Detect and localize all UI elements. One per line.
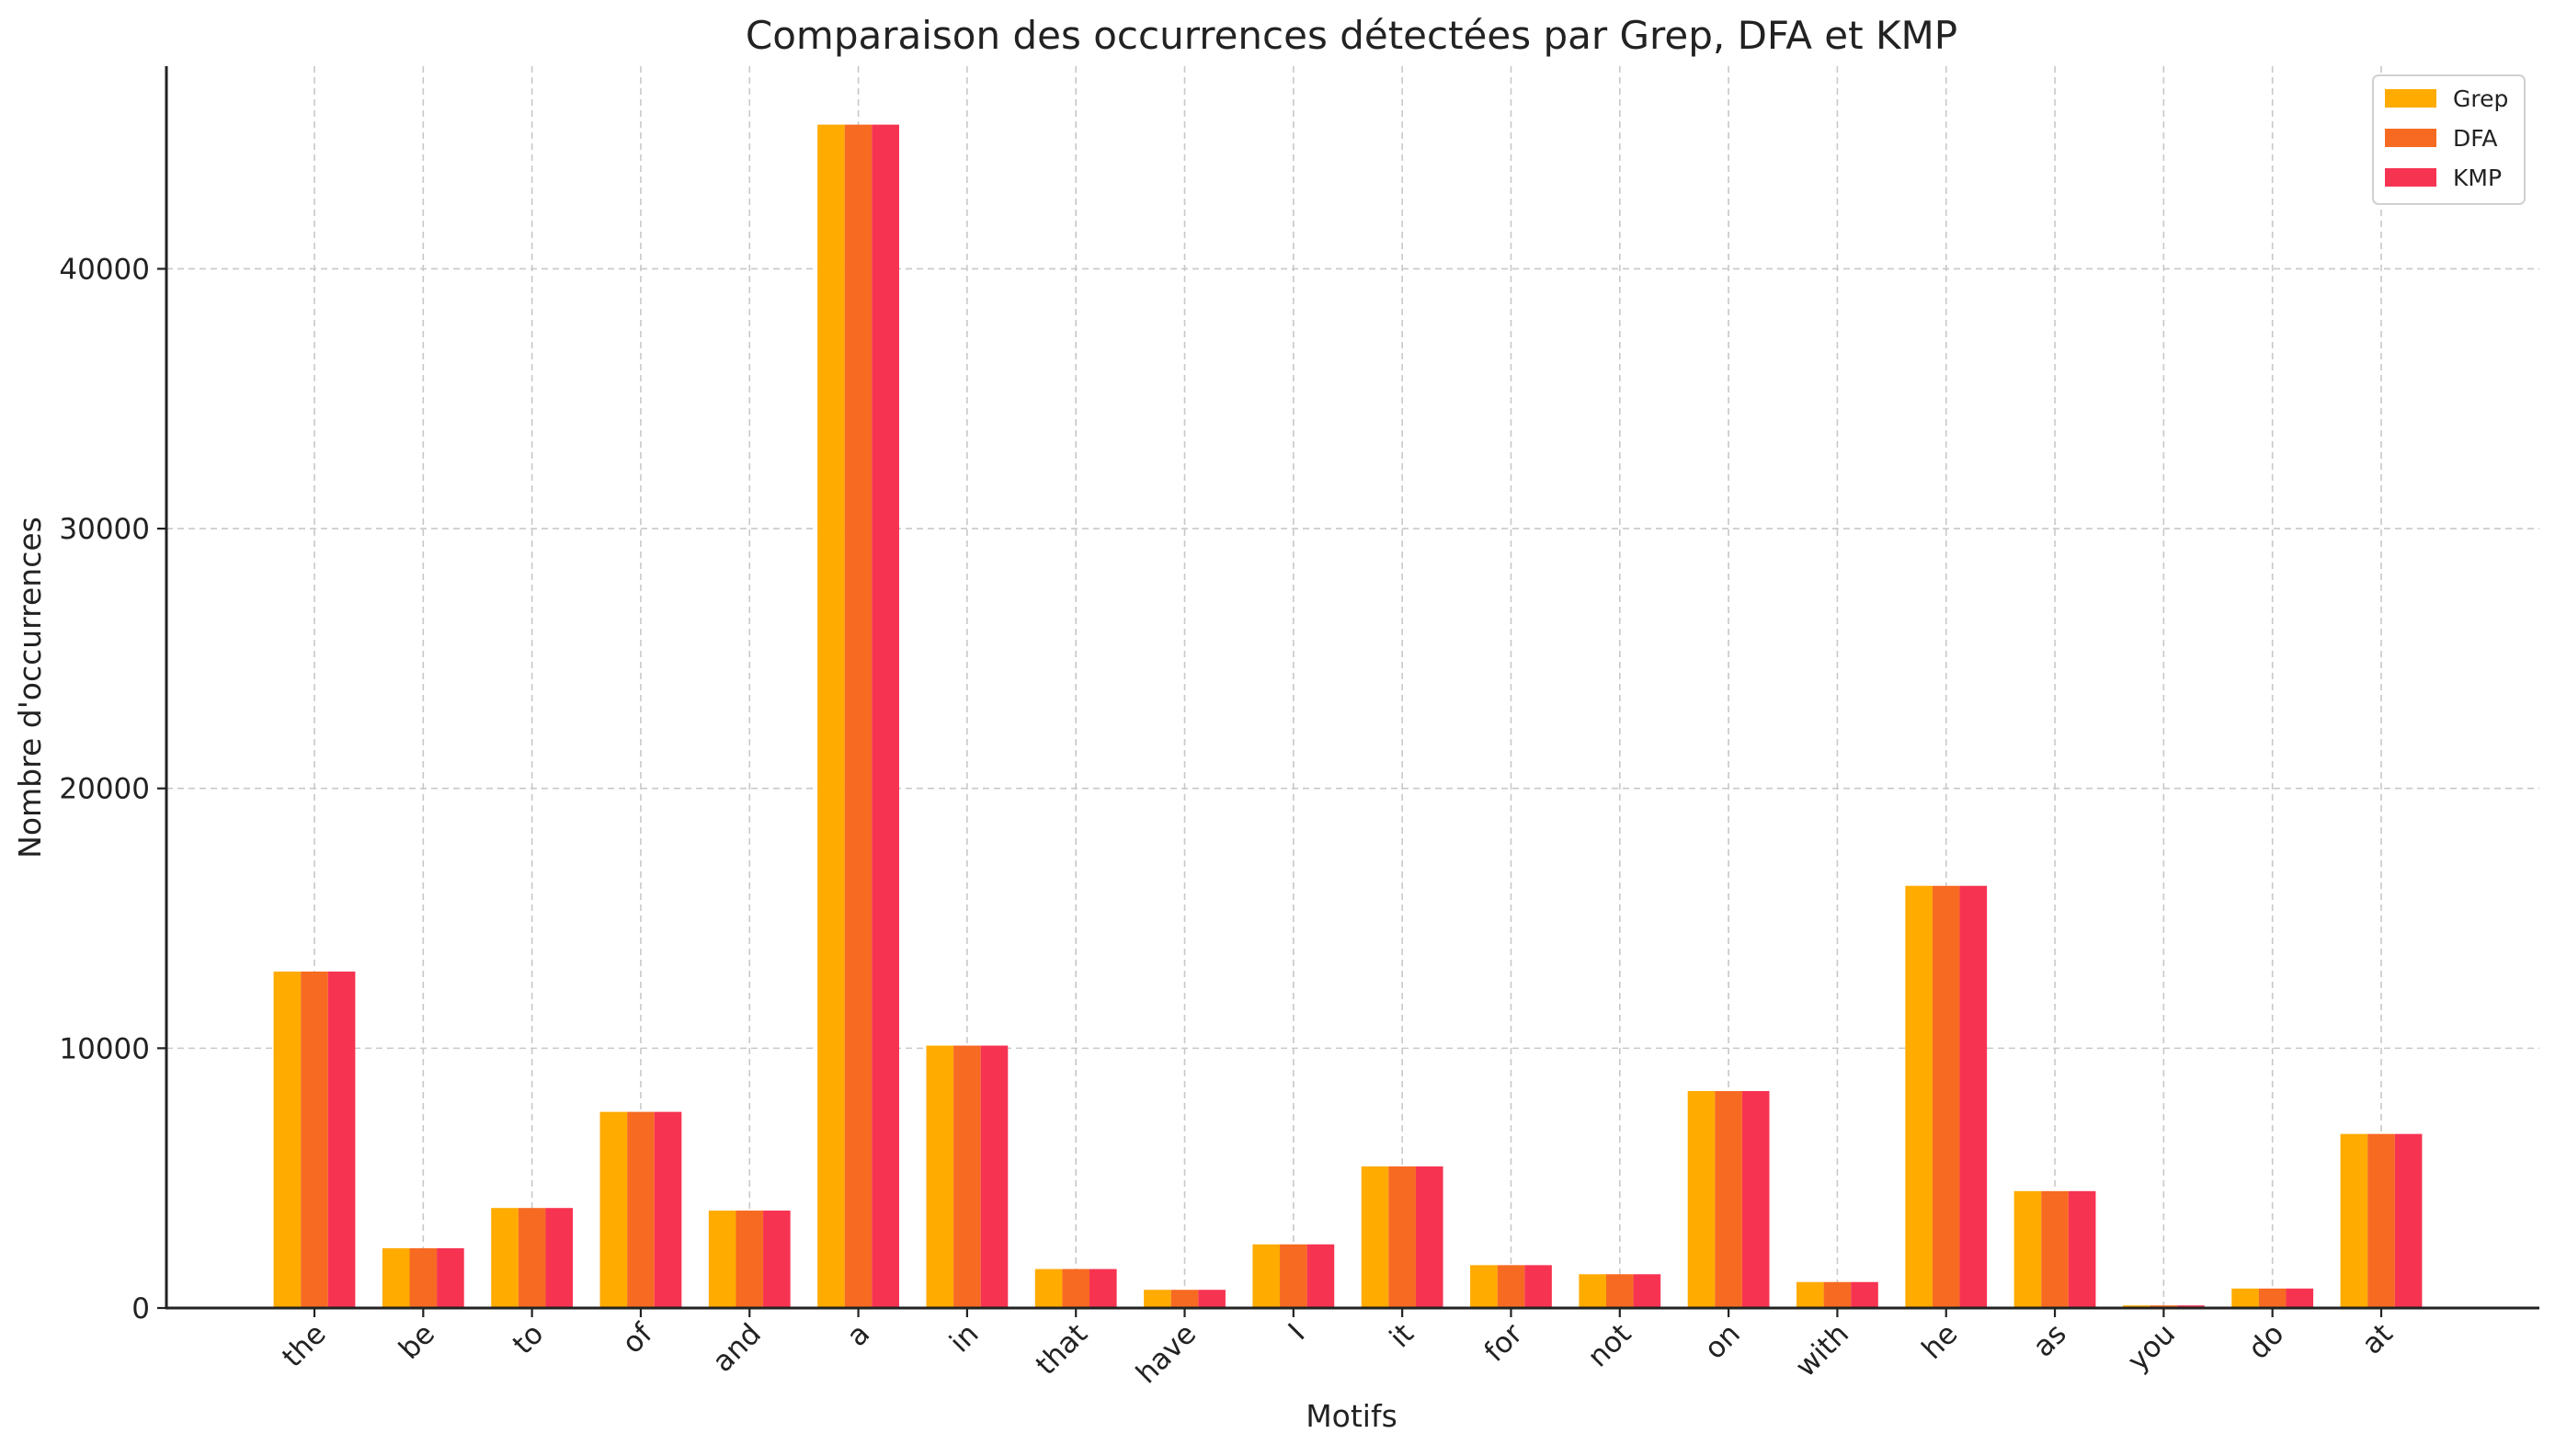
x-tick-label: as xyxy=(2026,1317,2072,1363)
legend-swatch-grep xyxy=(2385,89,2436,108)
bar-dfa-he xyxy=(1932,885,1960,1308)
bar-kmp-of xyxy=(654,1111,682,1308)
bar-grep-a xyxy=(817,124,845,1308)
x-tick-label: I xyxy=(1283,1317,1312,1347)
bar-grep-he xyxy=(1905,885,1933,1308)
axes xyxy=(165,66,2539,1310)
x-tick-label: a xyxy=(840,1317,876,1353)
bar-kmp-on xyxy=(1741,1090,1770,1308)
bar-kmp-with xyxy=(1851,1281,1878,1308)
bars xyxy=(273,124,2423,1308)
x-tick-label: to xyxy=(507,1317,550,1360)
x-tick-label: it xyxy=(1384,1317,1420,1354)
bar-kmp-he xyxy=(1959,885,1988,1308)
bar-kmp-and xyxy=(763,1211,791,1308)
legend-label-kmp: KMP xyxy=(2453,165,2502,191)
bar-kmp-not xyxy=(1633,1274,1661,1308)
bar-dfa-the xyxy=(301,971,328,1308)
bar-grep-at xyxy=(2340,1133,2368,1308)
bar-kmp-at xyxy=(2394,1133,2423,1308)
bar-dfa-of xyxy=(627,1111,655,1308)
x-tick-label: have xyxy=(1130,1317,1203,1390)
x-tick-label: he xyxy=(1916,1317,1965,1366)
x-tick-label: for xyxy=(1478,1317,1530,1369)
bar-grep-it xyxy=(1361,1166,1389,1308)
bar-kmp-be xyxy=(437,1247,464,1308)
bar-dfa-to xyxy=(518,1208,546,1308)
bar-kmp-it xyxy=(1415,1166,1443,1308)
y-tick-label: 40000 xyxy=(59,253,150,286)
x-tick-label: with xyxy=(1789,1317,1855,1383)
bar-grep-of xyxy=(599,1111,628,1308)
bar-grep-not xyxy=(1579,1274,1606,1308)
bar-grep-i xyxy=(1252,1244,1281,1308)
bar-kmp-the xyxy=(327,971,356,1308)
x-tick-label: on xyxy=(1698,1317,1747,1366)
bar-grep-in xyxy=(926,1045,954,1308)
bar-grep-be xyxy=(382,1247,410,1308)
grid xyxy=(166,66,2539,1308)
bar-kmp-for xyxy=(1524,1265,1552,1308)
legend: Grep DFA KMP xyxy=(2372,74,2526,205)
bar-grep-with xyxy=(1796,1281,1824,1308)
bar-dfa-at xyxy=(2367,1133,2395,1308)
bar-grep-for xyxy=(1470,1265,1498,1308)
bar-dfa-with xyxy=(1823,1281,1852,1308)
chart-title: Comparaison des occurrences détectées pa… xyxy=(746,13,1957,58)
bar-kmp-as xyxy=(2068,1190,2096,1308)
bar-kmp-do xyxy=(2286,1288,2314,1308)
bar-grep-to xyxy=(491,1208,519,1308)
bar-dfa-do xyxy=(2258,1288,2287,1308)
bar-dfa-that xyxy=(1062,1268,1090,1308)
legend-label-grep: Grep xyxy=(2453,85,2508,112)
x-tick-label: of xyxy=(616,1316,659,1359)
bar-grep-do xyxy=(2231,1288,2259,1308)
bar-kmp-i xyxy=(1306,1244,1335,1308)
bar-dfa-it xyxy=(1388,1166,1416,1308)
x-tick-label: not xyxy=(1581,1317,1637,1373)
bar-kmp-that xyxy=(1089,1268,1117,1308)
bar-dfa-not xyxy=(1605,1274,1634,1308)
bar-grep-and xyxy=(708,1211,736,1308)
bar-dfa-for xyxy=(1497,1265,1525,1308)
legend-swatch-kmp xyxy=(2385,168,2436,187)
bar-kmp-a xyxy=(872,124,899,1308)
legend-label-dfa: DFA xyxy=(2453,125,2497,152)
x-tick-label: that xyxy=(1030,1317,1094,1382)
bar-dfa-a xyxy=(844,124,873,1308)
x-tick-label: the xyxy=(276,1317,332,1373)
y-tick-label: 30000 xyxy=(59,513,150,546)
bar-grep-as xyxy=(2013,1190,2042,1308)
bar-dfa-and xyxy=(736,1211,764,1308)
bar-grep-have xyxy=(1144,1290,1171,1308)
legend-swatch-dfa xyxy=(2385,129,2436,147)
x-tick-label: at xyxy=(2355,1317,2399,1360)
bar-grep-on xyxy=(1687,1090,1716,1308)
bar-kmp-have xyxy=(1198,1290,1226,1308)
bar-dfa-as xyxy=(2041,1190,2069,1308)
bar-dfa-be xyxy=(409,1247,438,1308)
x-tick-label: in xyxy=(943,1317,985,1359)
y-axis-label: Nombre d'occurrences xyxy=(12,517,48,859)
bar-kmp-to xyxy=(545,1208,574,1308)
bar-dfa-in xyxy=(953,1045,981,1308)
bar-dfa-have xyxy=(1170,1290,1199,1308)
bar-kmp-in xyxy=(980,1045,1009,1308)
y-tick-label: 10000 xyxy=(59,1032,150,1065)
x-tick-label: do xyxy=(2242,1317,2291,1366)
bar-grep-the xyxy=(273,971,302,1308)
bar-dfa-on xyxy=(1715,1090,1742,1308)
x-tick-label: be xyxy=(393,1317,441,1366)
x-tick-label: you xyxy=(2121,1317,2182,1378)
bar-grep-that xyxy=(1034,1268,1063,1308)
x-axis-label: Motifs xyxy=(1306,1398,1397,1434)
y-tick-label: 0 xyxy=(131,1292,150,1325)
x-tick-label: and xyxy=(706,1317,768,1379)
bar-dfa-i xyxy=(1280,1244,1307,1308)
y-tick-label: 20000 xyxy=(59,773,150,806)
